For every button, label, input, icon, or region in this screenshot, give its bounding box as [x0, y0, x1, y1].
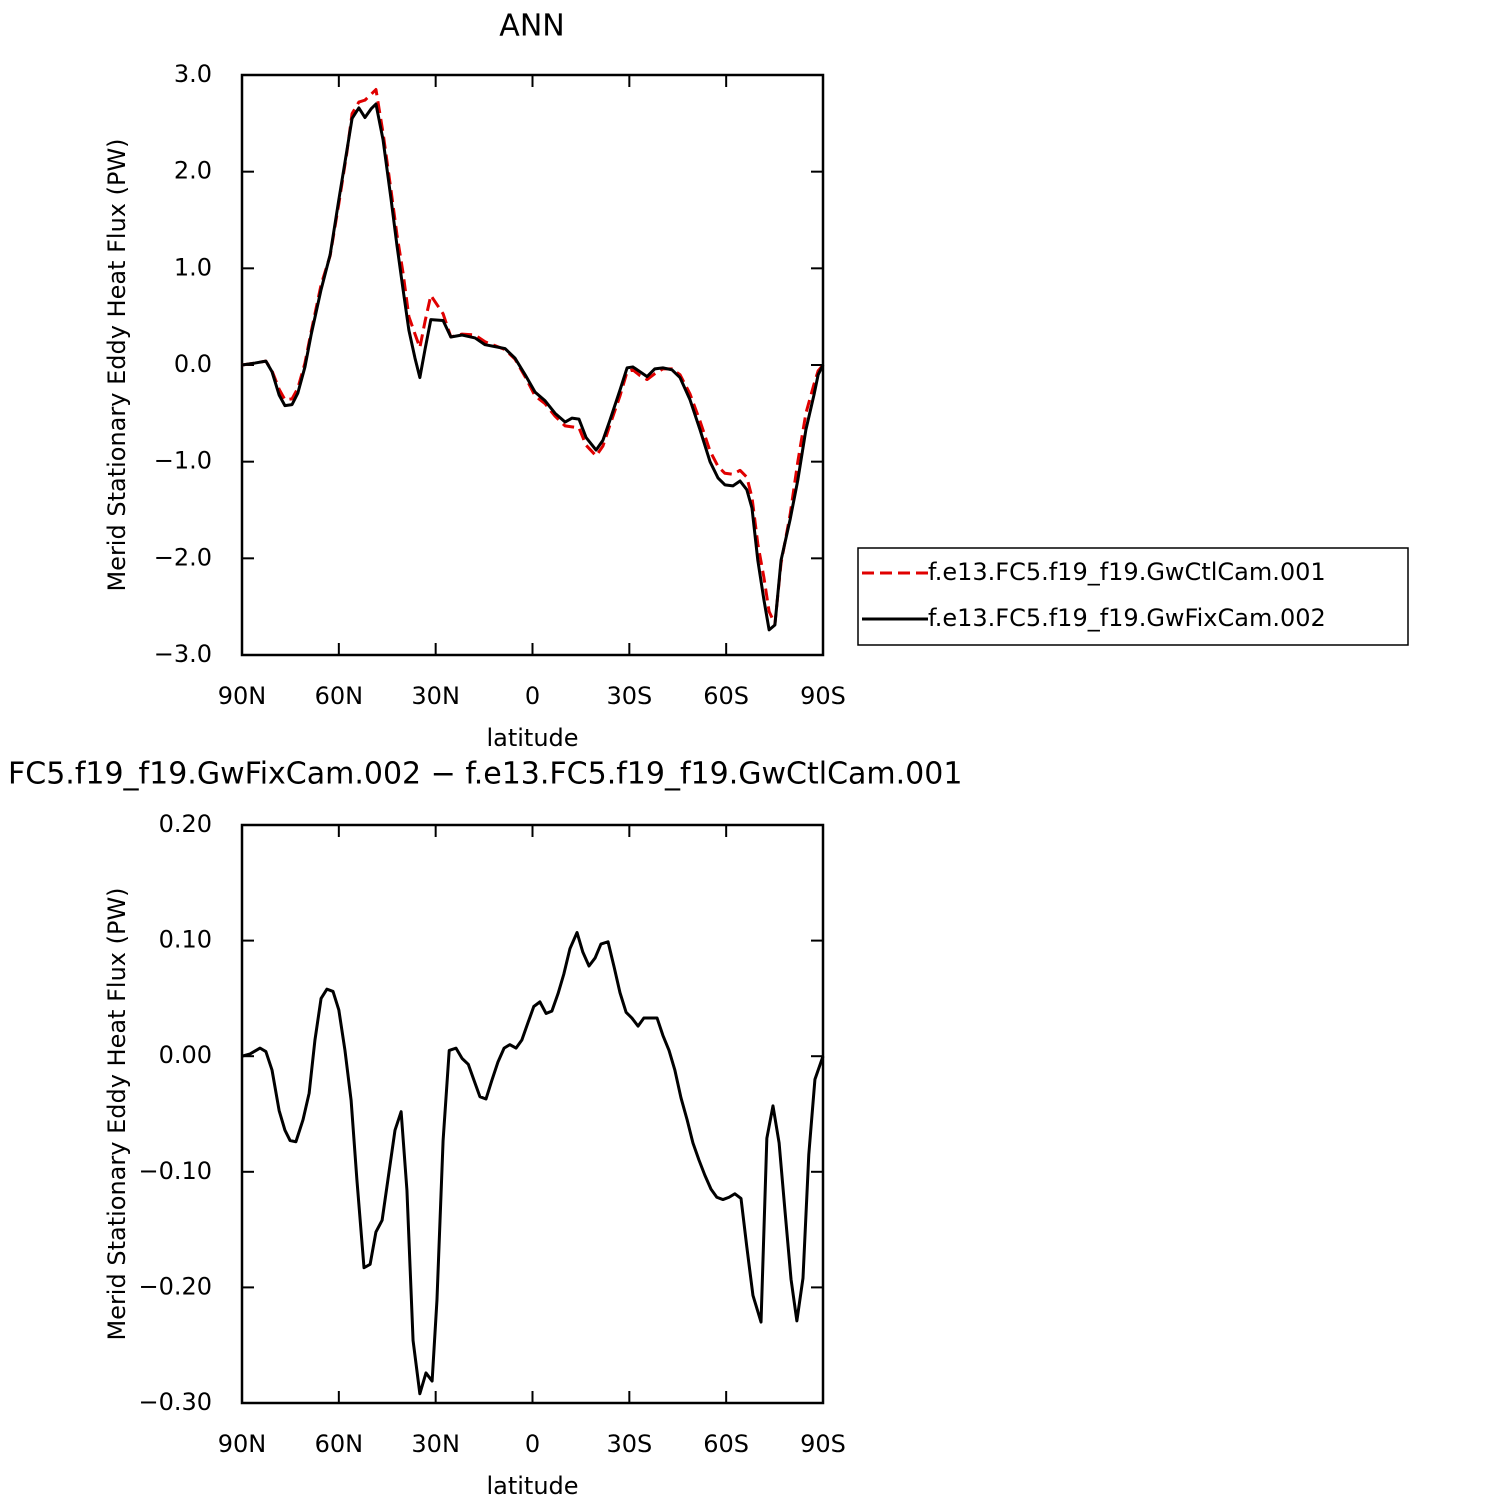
x-tick-label: 60N [315, 1430, 364, 1458]
x-tick-label: 60S [703, 682, 749, 710]
plot-frame [240, 73, 825, 657]
data-line [241, 88, 825, 626]
y-tick-label: −0.20 [138, 1272, 212, 1300]
x-axis-label: latitude [486, 724, 578, 752]
x-tick-label: 90S [800, 682, 846, 710]
y-tick-label: 0.20 [159, 810, 212, 838]
x-axis-label: latitude [486, 1472, 578, 1500]
plot-frame [240, 823, 825, 1405]
y-tick-label: −0.30 [138, 1388, 212, 1416]
x-tick-label: 30S [606, 682, 652, 710]
x-tick-label: 0 [525, 1430, 540, 1458]
y-axis-label: Merid Stationary Eddy Heat Flux (PW) [103, 887, 131, 1340]
legend-box [857, 547, 1409, 646]
chart-title: ANN [499, 9, 564, 44]
y-tick-label: 0.00 [159, 1041, 212, 1069]
y-tick-label: 1.0 [174, 253, 212, 281]
x-tick-label: 90S [800, 1430, 846, 1458]
x-tick-label: 90N [218, 1430, 267, 1458]
data-line [241, 931, 825, 1396]
y-tick-label: −0.10 [138, 1157, 212, 1185]
data-line [241, 102, 825, 632]
y-tick-label: −2.0 [154, 543, 212, 571]
x-tick-label: 30N [411, 682, 460, 710]
y-tick-label: −1.0 [154, 447, 212, 475]
legend-label: f.e13.FC5.f19_f19.GwFixCam.002 [928, 604, 1326, 632]
legend-label: f.e13.FC5.f19_f19.GwCtlCam.001 [928, 558, 1326, 586]
chart-title: FC5.f19_f19.GwFixCam.002 − f.e13.FC5.f19… [8, 757, 962, 792]
x-tick-label: 0 [525, 682, 540, 710]
y-tick-label: 3.0 [174, 60, 212, 88]
y-tick-label: −3.0 [154, 640, 212, 668]
y-axis-label: Merid Stationary Eddy Heat Flux (PW) [103, 138, 131, 591]
y-tick-label: 0.0 [174, 350, 212, 378]
x-tick-label: 60S [703, 1430, 749, 1458]
y-tick-label: 2.0 [174, 157, 212, 185]
x-tick-label: 90N [218, 682, 267, 710]
y-tick-label: 0.10 [159, 926, 212, 954]
x-tick-label: 30S [606, 1430, 652, 1458]
x-tick-label: 60N [315, 682, 364, 710]
x-tick-label: 30N [411, 1430, 460, 1458]
